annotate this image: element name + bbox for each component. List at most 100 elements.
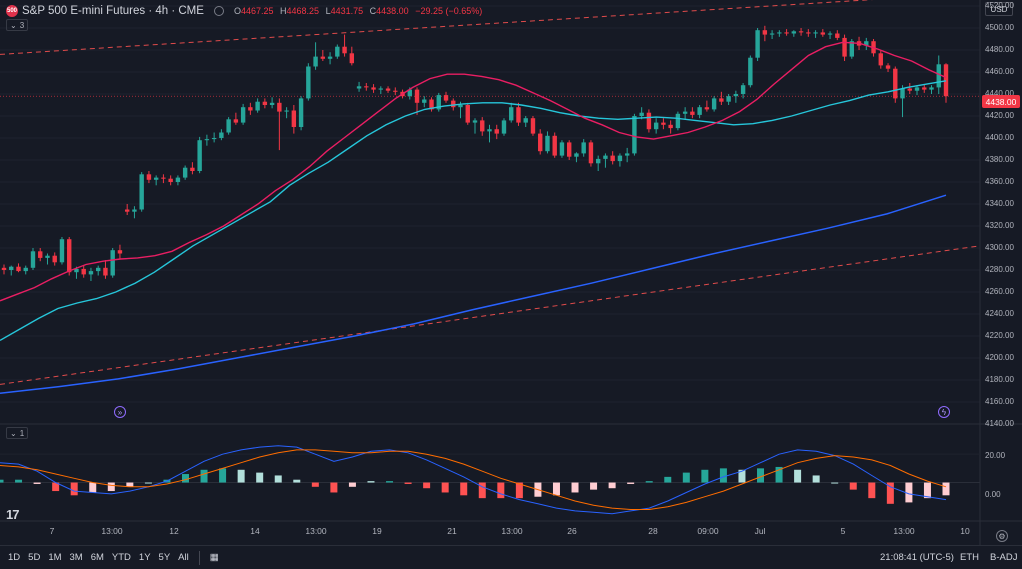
price-tick-label: 4520.00 (985, 1, 1014, 10)
range-1m[interactable]: 1M (48, 552, 62, 563)
price-tick-label: 4360.00 (985, 177, 1014, 186)
range-all[interactable]: All (178, 552, 189, 563)
candle-body (52, 255, 57, 263)
candle-body (451, 100, 456, 108)
macd-histogram-bar (757, 468, 765, 483)
candle-body (567, 142, 572, 157)
candle-body (740, 85, 746, 94)
candle-body (559, 142, 565, 156)
range-1y[interactable]: 1Y (138, 552, 151, 563)
toolbar-divider (198, 550, 200, 565)
candle-body (23, 267, 28, 272)
macd-histogram-bar (775, 466, 783, 483)
price-tick-label: 4300.00 (985, 243, 1014, 252)
ma-slow-line (0, 194, 947, 394)
candle-body (936, 64, 941, 88)
clock[interactable]: 21:08:41 (UTC-5) (880, 552, 954, 563)
macd-histogram-bar (552, 482, 560, 496)
macd-histogram-bar (70, 482, 78, 496)
candle-body (711, 98, 717, 110)
candle-body (182, 167, 188, 178)
indicators-toggle[interactable]: ⌄ 3 (6, 19, 29, 31)
candle-body (588, 142, 594, 164)
candle-body (190, 167, 195, 171)
range-1d[interactable]: 1D (8, 552, 21, 563)
price-tick-label: 4460.00 (985, 67, 1014, 76)
macd-histogram-bar (107, 482, 115, 492)
macd-histogram-bar (181, 474, 189, 483)
ohlc-change: −29.25 (−0.65%) (415, 6, 483, 16)
time-tick-label: 28 (648, 526, 658, 536)
eye-icon[interactable] (213, 6, 224, 16)
candle-body (320, 56, 326, 59)
currency-selector[interactable]: USD (985, 2, 1013, 16)
candle-body (88, 271, 94, 275)
time-tick-label: 26 (567, 526, 577, 536)
ma-mid-line (0, 80, 947, 342)
time-tick-label: 19 (372, 526, 382, 536)
candle-body (132, 209, 137, 212)
price-tick-label: 4500.00 (985, 23, 1014, 32)
price-tick-label: 4420.00 (985, 111, 1014, 120)
candle-body (458, 105, 463, 108)
candle-body (211, 138, 217, 140)
macd-histogram-bar (645, 481, 653, 483)
candle-body (81, 268, 86, 275)
candle-body (371, 87, 376, 90)
candle-body (538, 133, 543, 152)
candle-body (298, 98, 304, 127)
range-5y[interactable]: 5Y (158, 552, 171, 563)
macd-line (0, 445, 947, 515)
dividends-icon[interactable]: » (114, 406, 126, 418)
time-tick-label: 10 (960, 526, 970, 536)
macd-histogram-bar (701, 469, 709, 483)
lightning-icon[interactable]: ϟ (938, 406, 950, 418)
adjustment-toggle[interactable]: B-ADJ (990, 552, 1018, 563)
candle-body (827, 33, 833, 35)
macd-histogram-bar (311, 482, 319, 487)
range-5d[interactable]: 5D (28, 552, 41, 563)
session-toggle[interactable]: ETH (960, 552, 979, 563)
candle-body (117, 250, 123, 254)
candle-body (306, 66, 311, 99)
price-tick-label: 4240.00 (985, 309, 1014, 318)
candle-body (545, 135, 550, 152)
macd-histogram-bar (812, 475, 820, 483)
macd-histogram-bar (15, 479, 23, 483)
candle-body (494, 129, 499, 134)
logo-text: 500 (6, 8, 17, 14)
macd-histogram-bar (386, 481, 394, 483)
calendar-icon[interactable]: ▦ (209, 552, 219, 563)
price-tick-label: 4200.00 (985, 353, 1014, 362)
candle-body (530, 118, 536, 134)
macd-histogram-bar (404, 482, 412, 484)
candle-body (465, 105, 470, 123)
candle-body (204, 139, 210, 141)
candle-body (835, 33, 840, 38)
macd-histogram-bar (905, 482, 913, 503)
ohlc-close-label: C (369, 6, 377, 16)
candle-body (755, 30, 760, 58)
macd-histogram-bar (590, 482, 598, 490)
macd-histogram-bar (608, 482, 616, 489)
macd-histogram-bar (627, 482, 635, 484)
symbol-title[interactable]: S&P 500 E-mini Futures · 4h · CME (22, 5, 204, 17)
candle-body (30, 251, 36, 268)
price-tick-label: 4140.00 (985, 419, 1014, 428)
range-3m[interactable]: 3M (69, 552, 83, 563)
range-ytd[interactable]: YTD (111, 552, 131, 563)
macd-pane-toggle[interactable]: ⌄ 1 (6, 427, 29, 439)
candle-body (603, 155, 608, 159)
gear-icon[interactable]: ⚙ (996, 530, 1008, 542)
candle-body (67, 239, 72, 273)
candle-body (639, 112, 644, 116)
ohlc-low: 4431.75 (330, 6, 364, 16)
candle-body (762, 30, 768, 35)
time-tick-label: Jul (754, 526, 766, 536)
range-6m[interactable]: 6M (90, 552, 104, 563)
macd-histogram-bar (144, 482, 152, 484)
ohlc-values: O4467.25 H4468.25 L4431.75 C4438.00 −29.… (234, 6, 486, 16)
candle-body (675, 113, 681, 129)
macd-histogram-bar (237, 469, 245, 483)
